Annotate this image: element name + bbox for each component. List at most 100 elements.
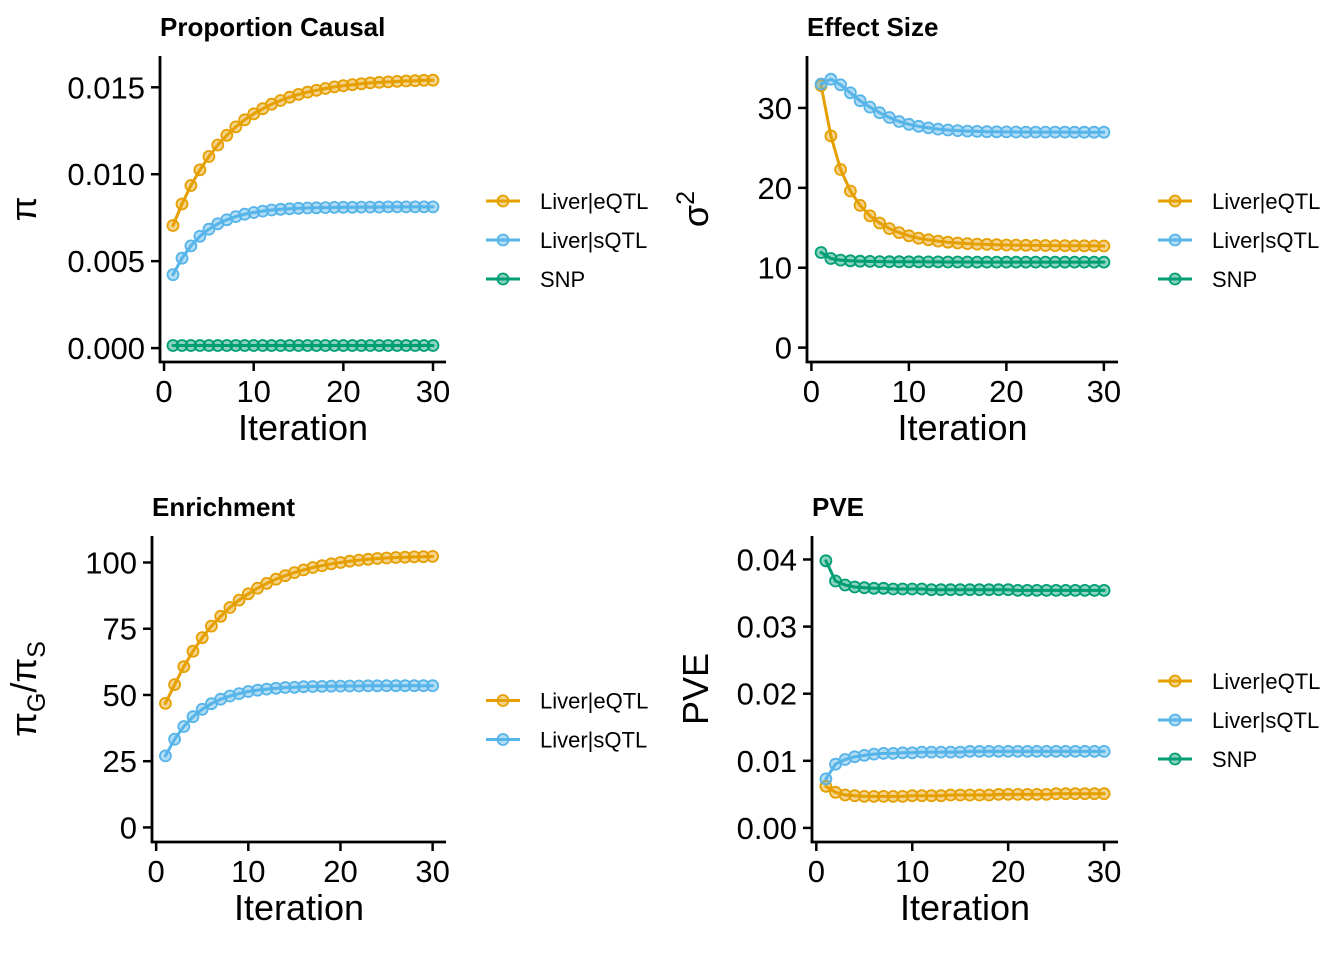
data-point [882,255,896,269]
data-point [1097,787,1111,801]
data-point [334,556,347,569]
data-point [184,179,198,192]
data-point [1029,238,1043,252]
data-point [1097,584,1111,597]
legend-key-point [496,272,510,286]
panel-title: Enrichment [152,492,295,522]
data-point [924,745,938,759]
y-tick-label: 0 [120,810,137,845]
legend-label: Liver|sQTL [1212,708,1319,733]
data-point [175,339,189,352]
legend-key-point [496,194,510,208]
data-point [306,680,320,693]
data-point [944,745,958,759]
data-point [166,268,180,282]
legend-key-point [496,694,510,707]
data-point [352,553,366,567]
x-tick-label: 20 [991,854,1025,889]
x-tick-label: 20 [323,854,357,889]
x-tick-label: 0 [148,854,165,889]
y-tick-label: 20 [758,171,792,206]
data-point [241,685,255,698]
x-tick-label: 30 [415,854,449,889]
data-point [390,75,404,88]
data-point [1077,125,1091,139]
panel-proportion-causal: 0.000 0.005 0.010 0.015 0 10 20 30 Proportion Ca… [0,0,672,480]
data-point [361,552,375,566]
data-point [1049,787,1063,801]
panel-title: Proportion Causal [160,12,385,42]
proportion-causal-chart: 0.000 0.005 0.010 0.015 0 10 20 30 Proportion Ca… [3,12,648,448]
data-point [1078,584,1092,597]
y-tick-label: 0.000 [67,331,145,366]
data-point [315,559,329,573]
data-point [166,219,180,232]
data-point [1020,744,1034,758]
data-point [857,789,871,803]
data-point [877,581,890,595]
data-point [361,679,375,693]
data-point [905,582,919,596]
x-axis-label: Iteration [897,407,1027,448]
data-point [1038,239,1052,252]
data-point [838,578,852,592]
data-point [1068,584,1082,597]
data-point [193,339,207,352]
data-point [372,200,386,214]
data-point [327,339,341,352]
y-axis-label-part: σ [675,205,716,227]
panel-title: PVE [812,492,864,522]
data-point [892,255,906,269]
data-point [318,201,332,215]
data-point [886,789,900,803]
legend-key-point [1168,233,1182,247]
series-line [163,684,435,758]
data-point [158,696,172,710]
y-tick-label: 0.03 [737,610,797,645]
data-point [265,339,279,352]
y-tick-label: 100 [85,545,137,580]
data-point [343,554,357,568]
data-point [370,552,384,565]
data-point [905,746,919,760]
data-point [921,233,935,247]
data-point [381,200,395,214]
data-point [1097,744,1111,758]
data-point [1048,255,1062,269]
data-point [992,787,1006,801]
data-point [886,582,900,596]
data-point [372,76,386,89]
panel-title: Effect Size [807,12,939,42]
data-point [1088,787,1101,801]
x-axis-label: Iteration [900,887,1030,928]
x-tick-label: 10 [892,374,926,409]
data-point [867,747,881,761]
data-point [1038,125,1052,139]
data-point [399,200,413,214]
panel-enrichment: 0 25 50 75 100 0 10 20 30 Enrichment Iteration πG/π… [0,480,672,960]
data-point [1059,584,1073,597]
x-axis-label: Iteration [238,407,368,448]
data-point [877,746,890,760]
data-point [297,680,311,694]
data-point [417,200,431,214]
data-point [896,746,910,760]
data-point [390,339,404,352]
data-point [863,100,877,114]
data-point [238,113,252,127]
data-point [886,746,900,760]
data-point [186,710,200,724]
data-point [814,246,828,259]
data-point [327,200,341,214]
data-point [354,77,368,91]
data-point [274,339,288,352]
data-point [1019,255,1033,269]
data-point [274,202,288,216]
data-point [1087,255,1101,269]
data-point [896,582,910,596]
data-point [202,150,216,163]
y-axis-label-part: π [3,197,44,222]
data-point [1048,125,1062,139]
data-point [309,339,323,352]
data-point [417,73,431,87]
